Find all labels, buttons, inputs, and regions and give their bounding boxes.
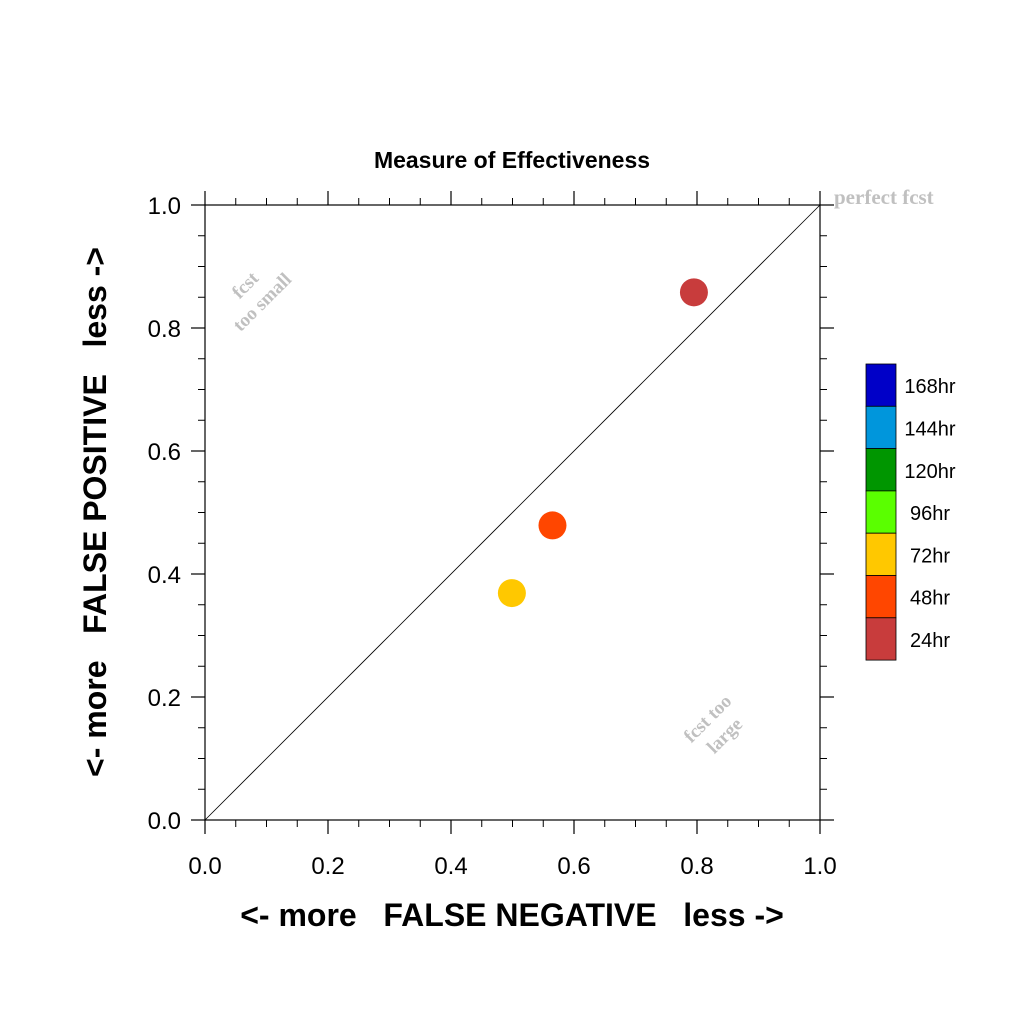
x-axis-label: <- more FALSE NEGATIVE less ->: [240, 897, 784, 933]
data-point-48hr: [538, 511, 567, 540]
minor-ticks: [198, 198, 827, 827]
y-tick-labels: 0.0 0.2 0.4 0.6 0.8 1.0: [148, 193, 181, 835]
legend-swatch-96hr: [865, 490, 897, 534]
y-tick-label: 0.2: [148, 685, 181, 712]
legend-label: 168hr: [904, 376, 955, 398]
legend-label: 120hr: [904, 461, 955, 483]
x-tick-label: 0.0: [188, 853, 221, 880]
plot-frame: [204, 204, 821, 821]
x-tick-labels: 0.0 0.2 0.4 0.6 0.8 1.0: [188, 853, 836, 880]
perfect-forecast-label: perfect fcst: [834, 185, 934, 209]
y-tick-label: 0.0: [148, 808, 181, 835]
x-tick-label: 0.8: [680, 853, 713, 880]
data-points: [497, 278, 708, 608]
y-tick-label: 0.6: [148, 439, 181, 466]
legend-swatch-72hr: [865, 532, 897, 576]
y-tick-label: 0.8: [148, 316, 181, 343]
legend-swatch-168hr: [865, 363, 897, 407]
legend-label: 48hr: [910, 588, 950, 610]
x-tick-label: 1.0: [803, 853, 836, 880]
x-tick-label: 0.4: [434, 853, 467, 880]
y-axis-label: <- more FALSE POSITIVE less ->: [77, 247, 113, 777]
x-tick-label: 0.2: [311, 853, 344, 880]
legend-label: 96hr: [910, 503, 950, 525]
x-tick-label: 0.6: [557, 853, 590, 880]
y-tick-label: 1.0: [148, 193, 181, 220]
legend-label: 24hr: [910, 630, 950, 652]
too-large-annotation: fcst too large: [680, 691, 747, 758]
legend-swatch-24hr: [865, 617, 897, 661]
legend-label: 72hr: [910, 545, 950, 567]
data-point-24hr: [679, 278, 708, 307]
chart-title: Measure of Effectiveness: [374, 147, 650, 173]
legend-swatch-120hr: [865, 448, 897, 492]
legend: 168hr 144hr 120hr 96hr 72hr 48hr 24hr: [865, 363, 956, 661]
y-tick-label: 0.4: [148, 562, 181, 589]
data-point-72hr: [497, 579, 526, 608]
perfect-forecast-diagonal: [204, 204, 821, 821]
legend-label: 144hr: [904, 418, 955, 440]
legend-swatch-48hr: [865, 575, 897, 619]
major-ticks: [191, 191, 834, 834]
legend-swatch-144hr: [865, 405, 897, 449]
too-small-annotation: fcst too small: [228, 268, 296, 336]
